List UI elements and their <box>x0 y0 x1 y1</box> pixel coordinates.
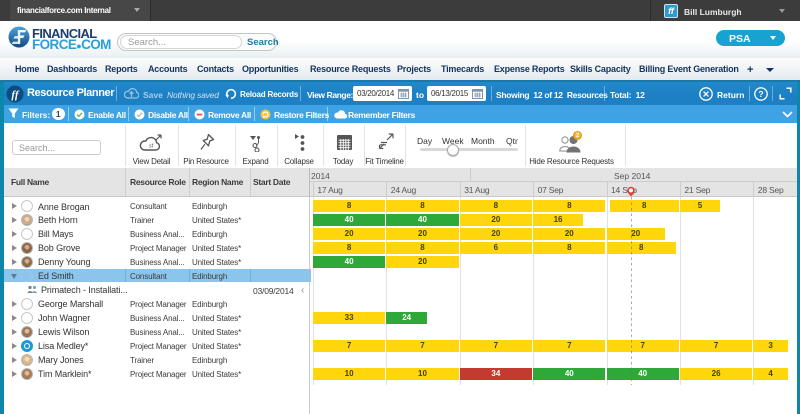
svg-text:ff: ff <box>11 89 19 101</box>
svg-text:sf: sf <box>149 143 154 149</box>
svg-text:?: ? <box>758 89 763 99</box>
